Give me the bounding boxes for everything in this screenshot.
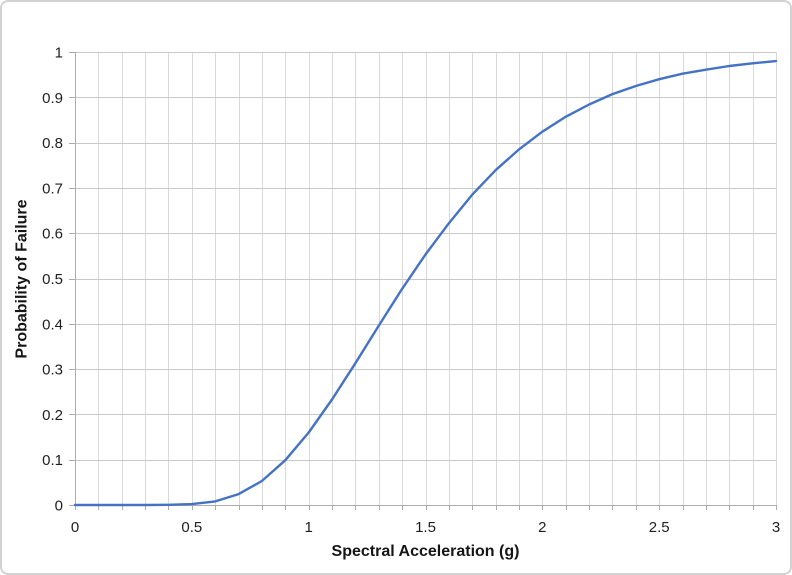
x-tick-label: 2.5: [649, 519, 670, 536]
x-tick-label: 1.5: [415, 519, 436, 536]
y-tick-labels: 0 0.1 0.2 0.3 0.4 0.5 0.6 0.7 0.8 0.9 1: [42, 45, 63, 515]
x-tick-label: 0.5: [181, 519, 202, 536]
x-tick-label: 3: [772, 519, 780, 536]
y-tick-label: 0.9: [42, 90, 63, 107]
y-axis-title: Probability of Failure: [10, 52, 36, 505]
x-axis-title: Spectral Acceleration (g): [331, 543, 520, 560]
x-tick-label: 0: [71, 519, 79, 536]
x-tick-labels: 0 0.5 1 1.5 2 2.5 3: [71, 519, 780, 536]
x-tick-label: 2: [538, 519, 546, 536]
y-tick-label: 0.1: [42, 452, 63, 469]
y-tick-label: 0.8: [42, 135, 63, 152]
x-gridlines: [98, 52, 777, 505]
y-tick-label: 0: [55, 498, 63, 515]
y-tick-label: 1: [55, 45, 63, 62]
y-axis-title-text: Probability of Failure: [14, 198, 32, 359]
series-line: [73, 59, 778, 507]
tick-marks: [69, 52, 777, 510]
x-tick-label: 1: [304, 519, 312, 536]
y-tick-label: 0.4: [42, 316, 63, 333]
y-gridlines: [75, 52, 776, 461]
y-tick-label: 0.5: [42, 271, 63, 288]
y-tick-label: 0.2: [42, 407, 63, 424]
axes: [75, 52, 776, 506]
y-tick-label: 0.6: [42, 226, 63, 243]
y-tick-label: 0.3: [42, 362, 63, 379]
y-tick-label: 0.7: [42, 180, 63, 197]
